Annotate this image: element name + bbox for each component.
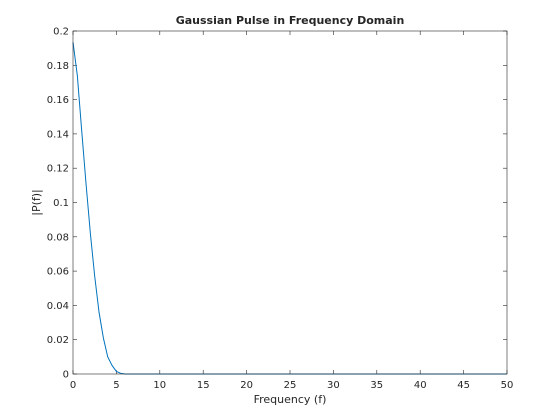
y-tick-label: 0.14 <box>47 129 69 140</box>
chart-title: Gaussian Pulse in Frequency Domain <box>176 14 405 27</box>
x-tick-label: 15 <box>197 380 210 391</box>
y-tick-label: 0.02 <box>47 335 69 346</box>
y-tick-label: 0.16 <box>47 95 69 106</box>
x-tick-label: 30 <box>327 380 340 391</box>
x-tick-label: 25 <box>284 380 297 391</box>
x-tick-label: 0 <box>70 380 76 391</box>
y-tick-label: 0 <box>63 370 69 381</box>
tick-labels: 0 5 10 15 20 25 30 35 40 45 50 0 0.02 0.04 0.06 0.08 0.1… <box>47 27 514 392</box>
y-tick-label: 0.18 <box>47 61 69 72</box>
y-tick-label: 0.1 <box>53 198 69 209</box>
x-tick-label: 10 <box>153 380 166 391</box>
y-tick-label: 0.06 <box>47 267 69 278</box>
y-tick-label: 0.12 <box>47 164 69 175</box>
y-tick-label: 0.2 <box>53 27 69 38</box>
y-tick-label: 0.04 <box>47 301 69 312</box>
x-tick-label: 50 <box>501 380 514 391</box>
x-tick-label: 5 <box>113 380 119 391</box>
x-tick-label: 35 <box>370 380 383 391</box>
y-tick-label: 0.08 <box>47 232 69 243</box>
y-axis-label: |P(f)| <box>30 189 43 216</box>
axes-box <box>72 30 508 375</box>
x-tick-label: 20 <box>240 380 253 391</box>
x-tick-label: 40 <box>414 380 427 391</box>
plot-area <box>73 31 507 374</box>
x-axis-label: Frequency (f) <box>254 393 327 406</box>
x-tick-label: 45 <box>457 380 470 391</box>
